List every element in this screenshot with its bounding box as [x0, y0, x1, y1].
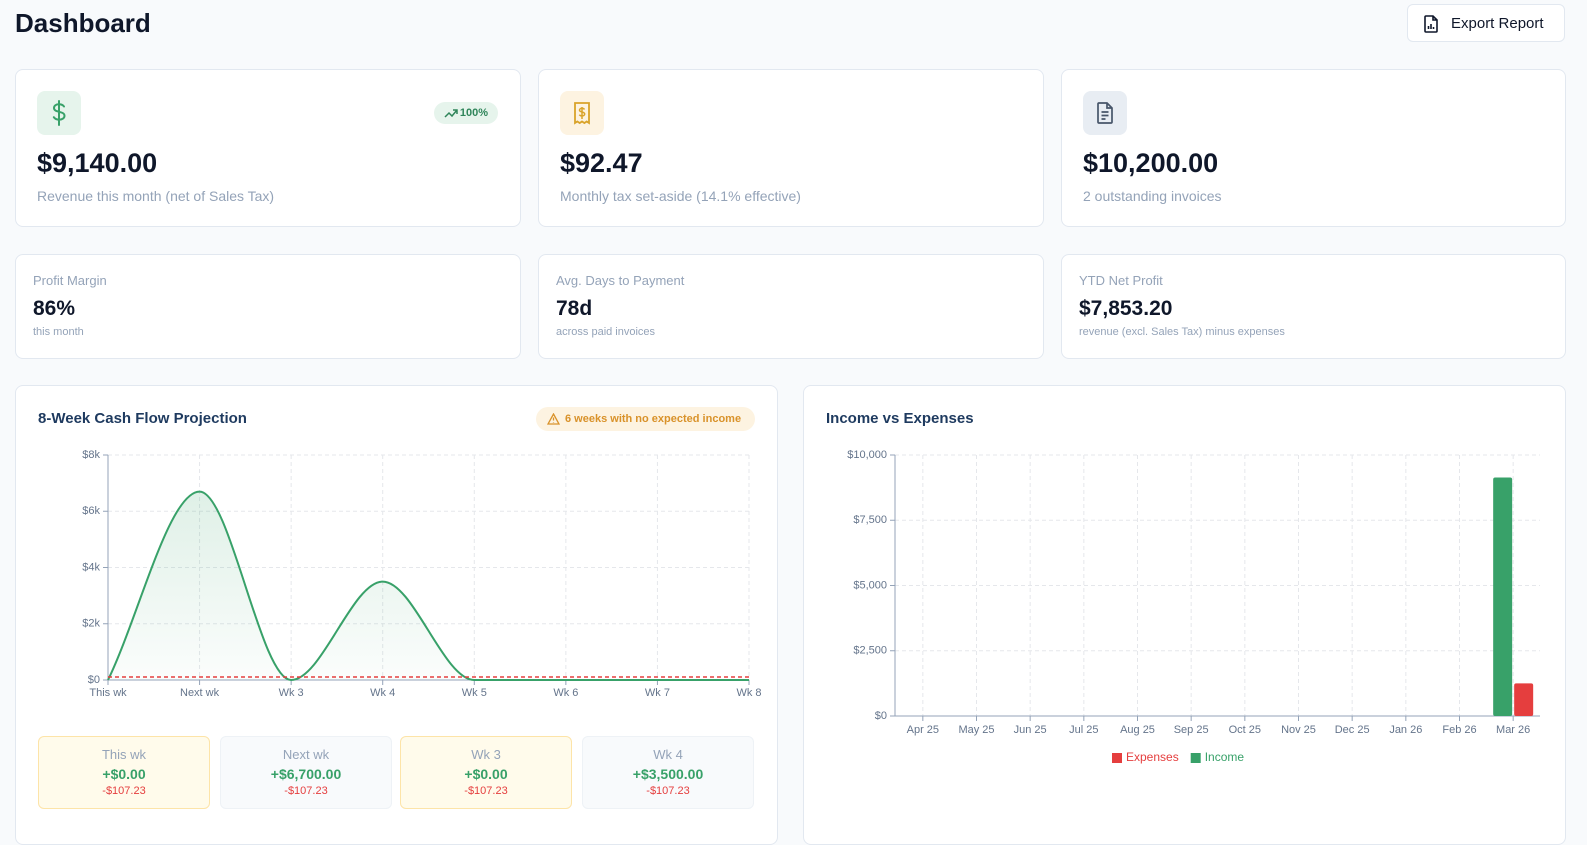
stat-value: $10,200.00 — [1083, 148, 1219, 178]
y-tick-label: $2,500 — [853, 645, 887, 657]
week-income: +$0.00 — [102, 766, 146, 782]
area — [108, 491, 749, 680]
y-tick-label: $8k — [82, 449, 100, 461]
week-label: Next wk — [282, 747, 330, 762]
metric-value: 78d — [556, 297, 593, 320]
document-icon — [1083, 91, 1127, 135]
x-tick-label: Wk 4 — [370, 687, 395, 699]
metric-note: this month — [33, 326, 84, 338]
x-tick-label: Sep 25 — [1174, 724, 1209, 736]
chart-title: Income vs Expenses — [826, 410, 974, 427]
x-tick-label: Mar 26 — [1496, 724, 1530, 736]
x-tick-label: Jun 25 — [1014, 724, 1047, 736]
stat-label: 2 outstanding invoices — [1083, 188, 1222, 204]
week-expense: -$107.23 — [646, 785, 690, 797]
week-label: This wk — [101, 747, 147, 762]
week-income: +$0.00 — [464, 766, 508, 782]
metric-card: Profit Margin 86% this month — [15, 254, 521, 359]
x-tick-label: Jul 25 — [1069, 724, 1098, 736]
metric-card: Avg. Days to Payment 78d across paid inv… — [538, 254, 1044, 359]
stat-value: $9,140.00 — [37, 148, 158, 178]
week-income: +$3,500.00 — [632, 766, 704, 782]
legend-label: Income — [1205, 750, 1245, 764]
legend-label: Expenses — [1126, 750, 1179, 764]
y-tick-label: $10,000 — [847, 449, 887, 461]
week-expense: -$107.23 — [102, 785, 146, 797]
week-card: Wk 3 +$0.00 -$107.23 — [400, 736, 572, 809]
metric-value: $7,853.20 — [1079, 297, 1173, 320]
stat-card: $92.47 Monthly tax set-aside (14.1% effe… — [538, 69, 1044, 227]
week-label: Wk 3 — [471, 747, 501, 762]
y-tick-label: $0 — [88, 674, 100, 686]
x-tick-label: Wk 8 — [736, 687, 761, 699]
metric-title: Profit Margin — [33, 273, 107, 288]
week-label: Wk 4 — [653, 747, 683, 762]
week-income: +$6,700.00 — [270, 766, 342, 782]
x-tick-label: Dec 25 — [1335, 724, 1370, 736]
x-tick-label: Nov 25 — [1281, 724, 1316, 736]
export-label: Export Report — [1451, 15, 1544, 32]
legend-swatch — [1112, 753, 1122, 763]
y-tick-label: $7,500 — [853, 514, 887, 526]
bar — [1514, 683, 1534, 716]
x-tick-label: Wk 3 — [279, 687, 304, 699]
x-tick-label: Wk 6 — [553, 687, 578, 699]
export-button[interactable]: Export Report — [1407, 4, 1565, 42]
warning-text: 6 weeks with no expected income — [565, 413, 742, 425]
week-card: Wk 4 +$3,500.00 -$107.23 — [582, 736, 754, 809]
week-expense: -$107.23 — [464, 785, 508, 797]
y-tick-label: $4k — [82, 561, 100, 573]
metric-note: across paid invoices — [556, 326, 656, 338]
metric-value: 86% — [33, 297, 76, 320]
page-title: Dashboard — [15, 8, 151, 38]
x-tick-label: This wk — [89, 687, 127, 699]
week-expense: -$107.23 — [284, 785, 328, 797]
warning-badge: 6 weeks with no expected income — [536, 407, 755, 431]
x-tick-label: Aug 25 — [1120, 724, 1155, 736]
legend-swatch — [1190, 753, 1201, 763]
metric-title: YTD Net Profit — [1079, 273, 1163, 288]
y-tick-label: $6k — [82, 505, 100, 517]
x-tick-label: Jan 26 — [1389, 724, 1422, 736]
stat-card: $10,200.00 2 outstanding invoices — [1061, 69, 1566, 227]
x-tick-label: Apr 25 — [907, 724, 939, 736]
growth-badge: 100% — [433, 102, 498, 124]
stat-label: Monthly tax set-aside (14.1% effective) — [560, 188, 801, 204]
x-tick-label: Wk 5 — [462, 687, 487, 699]
export-icon — [1424, 15, 1438, 33]
bar — [1493, 477, 1513, 716]
y-tick-label: $2k — [82, 618, 100, 630]
metric-note: revenue (excl. Sales Tax) minus expenses — [1079, 326, 1285, 338]
x-tick-label: Feb 26 — [1442, 724, 1476, 736]
metric-title: Avg. Days to Payment — [556, 273, 685, 288]
y-tick-label: $5,000 — [853, 579, 887, 591]
x-tick-label: Wk 7 — [645, 687, 670, 699]
x-tick-label: Oct 25 — [1229, 724, 1261, 736]
stat-card: 100% $9,140.00 Revenue this month (net o… — [15, 69, 521, 227]
stat-value: $92.47 — [560, 148, 643, 178]
stat-label: Revenue this month (net of Sales Tax) — [37, 188, 275, 204]
badge-text: 100% — [459, 107, 488, 119]
line — [107, 490, 749, 682]
y-tick-label: $0 — [875, 710, 887, 722]
x-tick-label: Next wk — [180, 687, 220, 699]
week-card: Next wk +$6,700.00 -$107.23 — [220, 736, 392, 809]
week-card: This wk +$0.00 -$107.23 — [38, 736, 210, 809]
chart-card: Income vs Expenses — [803, 385, 1566, 845]
receipt-icon — [560, 91, 604, 135]
metric-card: YTD Net Profit $7,853.20 revenue (excl. … — [1061, 254, 1566, 359]
dollar-icon — [37, 91, 81, 135]
chart-title: 8-Week Cash Flow Projection — [38, 410, 247, 427]
x-tick-label: May 25 — [958, 724, 994, 736]
